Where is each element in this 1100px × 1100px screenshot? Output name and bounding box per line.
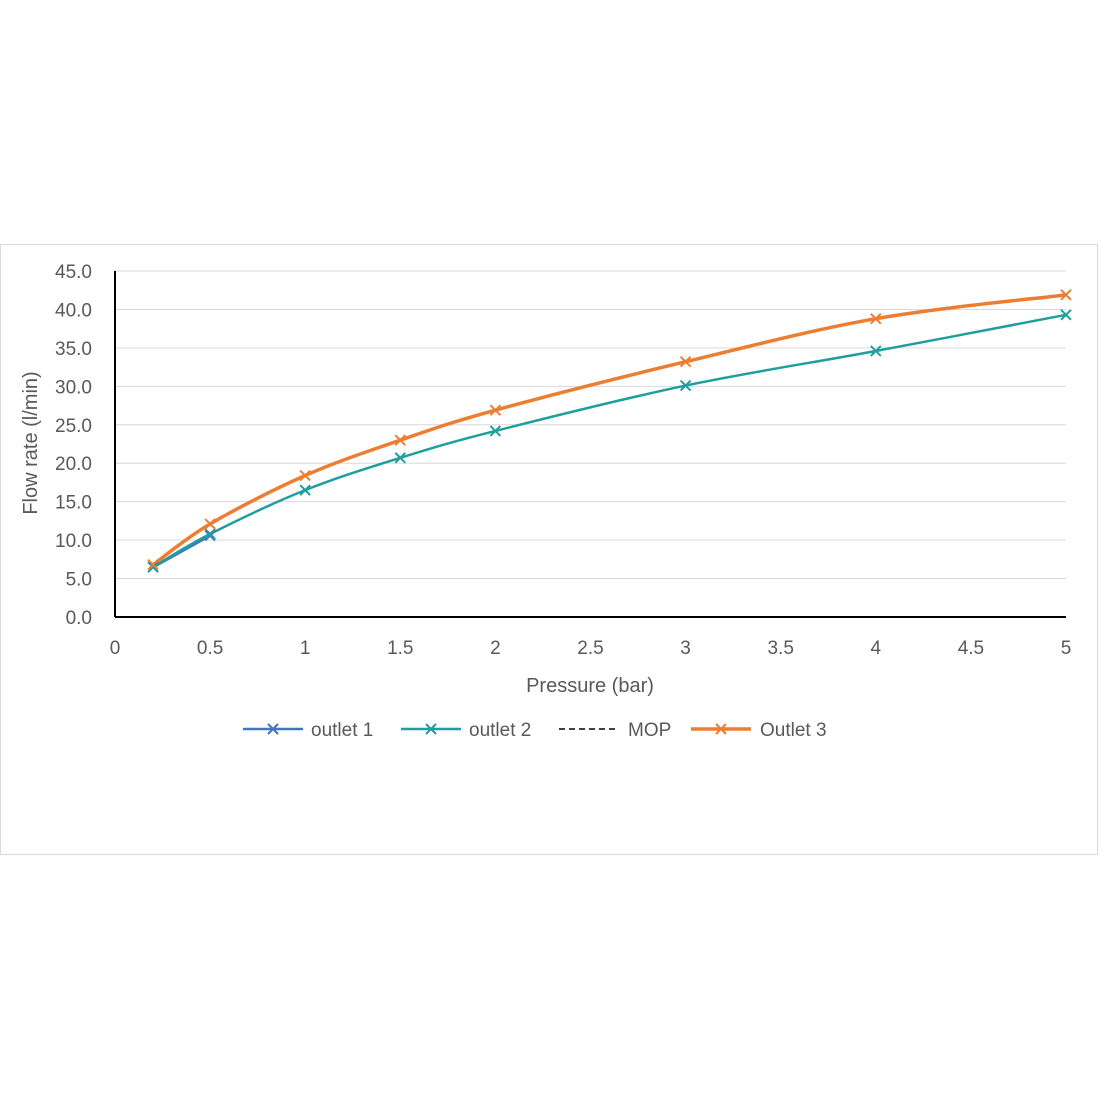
legend-item: outlet 1 (243, 720, 373, 741)
y-tick-label: 20.0 (55, 454, 92, 475)
gridlines (115, 270, 1066, 580)
y-tick-label: 10.0 (55, 531, 92, 552)
y-tick-labels: 0.0 5.0 10.0 15.0 20.0 25.0 30.0 35.0 40.0 45.0 (55, 262, 92, 629)
legend: outlet 1 outlet 2 MOP Outlet 3 (243, 720, 827, 741)
legend-marker (267, 723, 279, 735)
legend-item: outlet 2 (401, 720, 531, 741)
legend-marker (425, 723, 437, 735)
data-point-marker (394, 434, 407, 446)
data-point-marker (489, 404, 502, 416)
y-tick-label: 0.0 (66, 608, 92, 629)
data-point-marker (204, 529, 216, 542)
data-point-marker (204, 528, 216, 540)
data-point-marker (1060, 289, 1072, 301)
legend-label: outlet 1 (311, 720, 373, 741)
y-tick-label: 25.0 (55, 416, 92, 437)
legend-item: Outlet 3 (691, 720, 827, 741)
y-axis-title: Flow rate (l/min) (20, 371, 42, 514)
legend-label: Outlet 3 (760, 720, 827, 741)
y-tick-label: 40.0 (55, 300, 92, 321)
x-axis-title: Pressure (bar) (526, 675, 654, 697)
x-tick-label: 1 (300, 638, 311, 659)
axes (114, 271, 1066, 618)
legend-label: outlet 2 (469, 720, 531, 741)
data-point-marker (679, 356, 692, 368)
data-point-marker (147, 559, 159, 571)
series-markers (147, 289, 1072, 573)
x-tick-label: 1.5 (387, 638, 413, 659)
legend-marker (715, 723, 727, 735)
x-tick-label: 2 (490, 638, 501, 659)
x-tick-label: 3 (680, 638, 691, 659)
x-tick-labels: 0 0.5 1 1.5 2 2.5 3 3.5 4 4.5 5 (110, 638, 1072, 659)
data-point-marker (679, 379, 692, 392)
data-point-marker (489, 425, 502, 437)
x-tick-label: 0 (110, 638, 121, 659)
data-point-marker (299, 469, 311, 482)
series-line-4 (152, 293, 1067, 567)
y-tick-label: 45.0 (55, 262, 92, 283)
legend-item: MOP (559, 720, 671, 741)
x-tick-label: 4.5 (958, 638, 984, 659)
x-tick-label: 3.5 (767, 638, 793, 659)
series-lines (152, 293, 1067, 569)
data-point-marker (1060, 309, 1072, 321)
x-tick-label: 2.5 (577, 638, 603, 659)
y-tick-label: 5.0 (66, 570, 92, 591)
legend-label: MOP (628, 720, 671, 741)
data-point-marker (394, 452, 407, 464)
x-tick-label: 4 (871, 638, 882, 659)
data-point-marker (147, 561, 159, 573)
series-line-2 (152, 313, 1067, 569)
y-tick-label: 30.0 (55, 377, 92, 398)
x-tick-label: 0.5 (197, 638, 223, 659)
y-tick-label: 15.0 (55, 493, 92, 514)
data-point-marker (204, 518, 216, 530)
data-point-marker (870, 312, 882, 325)
data-point-marker (870, 345, 882, 357)
x-tick-label: 5 (1061, 638, 1072, 659)
y-tick-label: 35.0 (55, 339, 92, 360)
data-point-marker (299, 484, 311, 496)
